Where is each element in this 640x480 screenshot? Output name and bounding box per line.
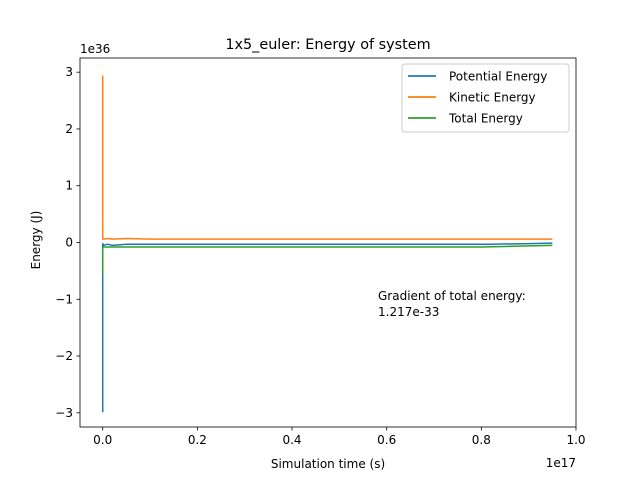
x-tick-label: 0.0 bbox=[93, 433, 112, 447]
x-axis-label: Simulation time (s) bbox=[271, 457, 385, 471]
y-axis-label: Energy (J) bbox=[29, 211, 43, 270]
legend: Potential Energy Kinetic Energy Total Ener… bbox=[401, 63, 570, 133]
legend-box bbox=[401, 63, 570, 133]
legend-label: Total Energy bbox=[448, 112, 523, 126]
y-offset-text: 1e36 bbox=[80, 42, 110, 56]
legend-label: Potential Energy bbox=[449, 70, 547, 84]
x-tick-label: 0.8 bbox=[472, 433, 491, 447]
y-tick-label: −3 bbox=[55, 406, 73, 420]
y-tick-label: 0 bbox=[65, 236, 73, 250]
plot-area: 0.0 0.2 0.4 0.6 0.8 1.0 −3 −2 −1 0 1 2 3 bbox=[55, 57, 586, 447]
y-tick-label: −1 bbox=[55, 292, 73, 306]
y-tick-label: 3 bbox=[65, 65, 73, 79]
legend-label: Kinetic Energy bbox=[449, 91, 536, 105]
y-tick-label: 1 bbox=[65, 179, 73, 193]
y-tick-label: −2 bbox=[55, 349, 73, 363]
x-tick-label: 0.4 bbox=[282, 433, 301, 447]
annotation-line-2: 1.217e-33 bbox=[378, 305, 439, 319]
series-line-kinetic-energy bbox=[101, 75, 553, 240]
x-tick-label: 1.0 bbox=[566, 433, 585, 447]
x-tick-label: 0.2 bbox=[188, 433, 207, 447]
x-offset-text: 1e17 bbox=[546, 456, 576, 470]
gradient-annotation: Gradient of total energy: 1.217e-33 bbox=[378, 289, 526, 319]
y-tick-label: 2 bbox=[65, 122, 73, 136]
series-line-potential-energy bbox=[101, 242, 553, 413]
chart-title: 1x5_euler: Energy of system bbox=[225, 37, 430, 53]
annotation-line-1: Gradient of total energy: bbox=[378, 289, 526, 303]
series-line-total-energy bbox=[101, 244, 553, 274]
x-tick-label: 0.6 bbox=[377, 433, 396, 447]
